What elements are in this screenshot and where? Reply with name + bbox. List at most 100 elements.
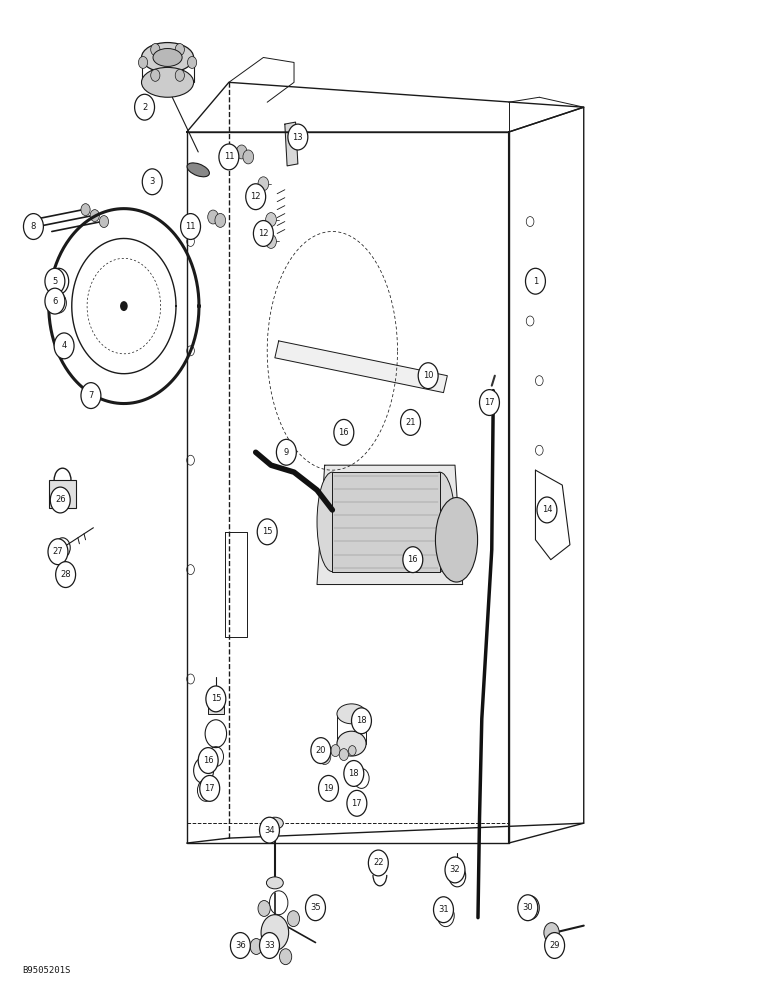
Circle shape (276, 439, 296, 465)
Circle shape (54, 333, 74, 359)
Circle shape (250, 939, 262, 954)
Circle shape (45, 268, 65, 294)
Text: 26: 26 (55, 495, 66, 504)
Circle shape (288, 124, 308, 150)
Text: 8: 8 (31, 222, 36, 231)
Circle shape (259, 817, 279, 843)
Text: 28: 28 (60, 570, 71, 579)
Circle shape (368, 850, 388, 876)
Text: 18: 18 (348, 769, 359, 778)
Circle shape (334, 419, 354, 445)
Polygon shape (285, 122, 298, 166)
Ellipse shape (187, 163, 209, 177)
Circle shape (331, 745, 340, 757)
Circle shape (526, 268, 546, 294)
Circle shape (445, 857, 465, 883)
Text: 18: 18 (356, 716, 367, 725)
Text: 7: 7 (88, 391, 93, 400)
Ellipse shape (435, 498, 478, 582)
Text: 32: 32 (449, 865, 460, 874)
Circle shape (311, 738, 331, 764)
Text: 36: 36 (235, 941, 245, 950)
Circle shape (100, 216, 109, 228)
Circle shape (279, 949, 292, 965)
Circle shape (219, 144, 239, 170)
Text: 33: 33 (264, 941, 275, 950)
Circle shape (138, 56, 147, 68)
Text: 1: 1 (533, 277, 538, 286)
Circle shape (259, 933, 279, 958)
Circle shape (215, 213, 225, 227)
Circle shape (257, 519, 277, 545)
Circle shape (45, 288, 65, 314)
Circle shape (142, 169, 162, 195)
Circle shape (527, 903, 534, 913)
Ellipse shape (425, 472, 455, 572)
Text: 16: 16 (203, 756, 214, 765)
Circle shape (479, 390, 499, 415)
Circle shape (339, 749, 348, 761)
Circle shape (351, 708, 371, 734)
Circle shape (266, 234, 276, 248)
Circle shape (175, 44, 185, 55)
Circle shape (208, 210, 218, 224)
Circle shape (230, 933, 250, 958)
Polygon shape (275, 341, 447, 393)
Polygon shape (333, 472, 439, 572)
Circle shape (319, 749, 331, 765)
Circle shape (23, 214, 43, 239)
Bar (208, 702, 224, 714)
Text: 29: 29 (550, 941, 560, 950)
Text: 16: 16 (339, 428, 349, 437)
Circle shape (59, 544, 66, 552)
Circle shape (245, 184, 266, 210)
Text: 6: 6 (52, 297, 58, 306)
Text: 22: 22 (373, 858, 384, 867)
Text: 31: 31 (438, 905, 449, 914)
Circle shape (181, 214, 201, 239)
Circle shape (151, 69, 160, 81)
Text: 20: 20 (316, 746, 326, 755)
Text: 14: 14 (542, 505, 552, 514)
Circle shape (403, 547, 423, 573)
Text: 2: 2 (142, 103, 147, 112)
Circle shape (319, 775, 338, 801)
Text: 5: 5 (52, 277, 58, 286)
Ellipse shape (317, 472, 347, 572)
Bar (49, 480, 76, 508)
Circle shape (90, 210, 100, 222)
Text: 12: 12 (258, 229, 269, 238)
Circle shape (50, 487, 70, 513)
Circle shape (243, 150, 254, 164)
Circle shape (151, 44, 160, 55)
Ellipse shape (266, 877, 283, 889)
Circle shape (81, 204, 90, 216)
Ellipse shape (337, 704, 366, 724)
Circle shape (56, 562, 76, 588)
Text: 15: 15 (211, 694, 221, 703)
Ellipse shape (337, 731, 366, 756)
Text: 21: 21 (405, 418, 416, 427)
Text: 9: 9 (284, 448, 289, 457)
Circle shape (287, 911, 300, 927)
Circle shape (253, 221, 273, 246)
Circle shape (48, 539, 68, 565)
Circle shape (236, 145, 247, 159)
Circle shape (537, 497, 557, 523)
Circle shape (200, 775, 220, 801)
Circle shape (261, 915, 289, 950)
Circle shape (188, 56, 197, 68)
Ellipse shape (153, 49, 182, 66)
Circle shape (401, 410, 421, 435)
Text: 27: 27 (52, 547, 63, 556)
Polygon shape (317, 465, 462, 585)
Ellipse shape (141, 43, 194, 72)
Text: 13: 13 (293, 133, 303, 142)
Ellipse shape (266, 817, 283, 829)
Circle shape (418, 363, 438, 389)
Ellipse shape (141, 67, 194, 97)
Circle shape (120, 301, 127, 311)
Circle shape (518, 895, 538, 921)
Circle shape (344, 761, 364, 786)
Text: 34: 34 (264, 826, 275, 835)
